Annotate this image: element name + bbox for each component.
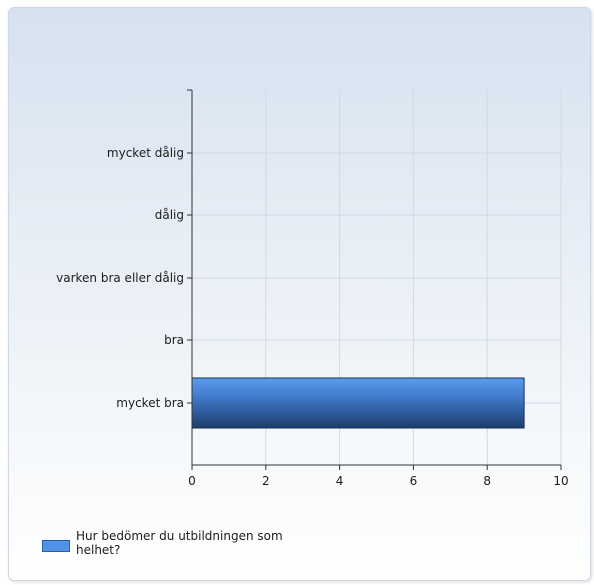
legend-label: Hur bedömer du utbildningen som helhet? bbox=[76, 529, 283, 557]
x-tick-label: 0 bbox=[188, 474, 196, 488]
bars bbox=[191, 377, 525, 429]
x-tick-label: 10 bbox=[553, 474, 568, 488]
bar bbox=[191, 377, 525, 429]
y-tick-label: dålig bbox=[155, 208, 184, 222]
x-tick-label: 2 bbox=[262, 474, 270, 488]
x-tick-label: 8 bbox=[483, 474, 491, 488]
y-tick-label: varken bra eller dålig bbox=[56, 271, 184, 285]
x-tick-label: 6 bbox=[410, 474, 418, 488]
y-tick-label: mycket dålig bbox=[107, 146, 184, 160]
x-tick-label: 4 bbox=[336, 474, 344, 488]
chart-panel bbox=[8, 7, 591, 581]
legend: Hur bedömer du utbildningen som helhet? bbox=[42, 529, 302, 563]
legend-swatch bbox=[42, 540, 70, 552]
y-tick-label: bra bbox=[164, 333, 184, 347]
y-tick-label: mycket bra bbox=[116, 396, 184, 410]
axes: mycket dålig dålig varken bra eller dålig b… bbox=[56, 89, 569, 488]
